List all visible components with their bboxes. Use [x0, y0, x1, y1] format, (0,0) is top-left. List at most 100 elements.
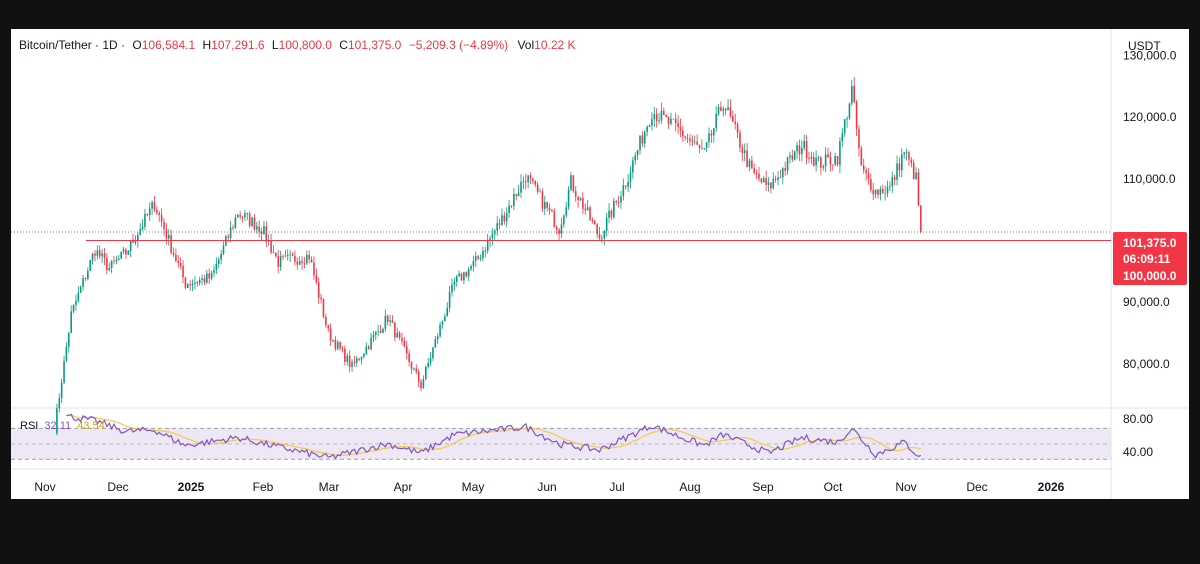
- candle-body: [470, 266, 472, 270]
- candle-body: [453, 281, 456, 285]
- candle-body: [551, 210, 553, 212]
- time-tick-label: Jul: [609, 480, 624, 494]
- open-label: O: [132, 38, 141, 52]
- candle-body: [120, 251, 122, 259]
- candle-body: [503, 215, 506, 222]
- time-tick-label: Dec: [107, 480, 128, 494]
- candle-body: [108, 268, 111, 271]
- candle-body: [589, 207, 591, 221]
- candle-body: [639, 135, 641, 150]
- candle-body: [582, 197, 584, 209]
- rsi-line: [66, 413, 922, 460]
- candle-body: [275, 252, 277, 257]
- candle-body: [584, 208, 587, 211]
- candle-body: [782, 168, 784, 178]
- candle-body: [798, 145, 801, 154]
- candle-body: [753, 168, 756, 173]
- candle-body: [144, 213, 146, 227]
- candle-body: [198, 279, 201, 283]
- candle-body: [834, 156, 836, 165]
- candle-body: [436, 336, 439, 340]
- candle-body: [215, 263, 218, 270]
- candle-body: [232, 227, 234, 229]
- candle-body: [308, 254, 310, 260]
- candle-body: [206, 273, 208, 283]
- candle-body: [134, 241, 137, 243]
- candle-body: [353, 361, 356, 363]
- candle-body: [148, 208, 151, 216]
- candle-body: [336, 341, 339, 349]
- candle-body: [68, 332, 70, 347]
- candle-body: [684, 136, 687, 138]
- candle-body: [346, 355, 349, 363]
- candle-body: [724, 108, 727, 111]
- candle-body: [334, 339, 337, 349]
- candle-body: [179, 263, 182, 266]
- candle-body: [891, 177, 894, 187]
- candle-body: [720, 107, 722, 111]
- candle-body: [425, 366, 427, 380]
- last-price-value: 101,375.0: [1123, 236, 1177, 250]
- candle-body: [508, 205, 510, 214]
- candle-body: [432, 347, 434, 358]
- candle-body: [622, 185, 625, 197]
- price-axis[interactable]: 130,000.0 120,000.0 110,000.0 90,000.0 8…: [1123, 49, 1177, 371]
- candle-body: [739, 132, 741, 148]
- time-tick-label: Mar: [319, 480, 340, 494]
- time-tick-label: Dec: [966, 480, 987, 494]
- candle-body: [153, 202, 156, 210]
- chart-frame: Bitcoin/Tether · 1D · O106,584.1 H107,29…: [11, 29, 1189, 499]
- candle-body: [634, 155, 637, 161]
- candle-body: [541, 191, 544, 209]
- candle-body: [758, 173, 760, 179]
- candle-countdown: 06:09:11: [1123, 252, 1171, 266]
- candle-body: [486, 240, 489, 251]
- candle-body: [527, 175, 529, 183]
- candle-body: [572, 175, 575, 192]
- candle-body: [705, 142, 708, 149]
- candle-body: [672, 118, 675, 120]
- candle-body: [841, 133, 844, 142]
- candle-body: [646, 126, 648, 132]
- volume-value: 10.22 K: [534, 38, 575, 52]
- candle-body: [741, 147, 744, 154]
- candle-body: [544, 201, 546, 209]
- time-tick-label: May: [462, 480, 485, 494]
- candle-body: [220, 253, 222, 260]
- candle-body: [843, 119, 846, 134]
- candle-body: [246, 213, 249, 215]
- candle-body: [429, 357, 432, 363]
- candle-body: [417, 371, 420, 382]
- candle-body: [439, 324, 441, 337]
- candle-body: [660, 110, 663, 121]
- candle-body: [182, 265, 184, 278]
- candle-body: [736, 124, 739, 133]
- candle-body: [743, 150, 746, 154]
- candle-body: [643, 131, 646, 144]
- candle-body: [251, 217, 253, 226]
- low-label: L: [272, 38, 279, 52]
- time-axis[interactable]: Nov Dec 2025 Feb Mar Apr May Jun Jul Aug…: [34, 480, 1064, 494]
- candle-body: [701, 147, 703, 149]
- candle-body: [358, 358, 360, 360]
- candle-body: [187, 284, 189, 288]
- candle-body: [234, 217, 237, 228]
- candle-body: [125, 249, 127, 255]
- candle-body: [474, 256, 477, 261]
- candle-body: [915, 172, 917, 180]
- candle-body: [167, 234, 170, 239]
- candle-body: [467, 269, 470, 277]
- candle-body: [655, 114, 658, 122]
- candle-body: [534, 180, 537, 185]
- candle-body: [812, 157, 815, 166]
- price-chart[interactable]: Bitcoin/Tether · 1D · O106,584.1 H107,29…: [11, 29, 1189, 499]
- candle-body: [344, 348, 346, 363]
- candle-body: [122, 249, 125, 252]
- candle-body: [579, 197, 582, 201]
- price-tick-label: 80,000.0: [1123, 357, 1170, 371]
- candle-body: [379, 330, 382, 333]
- candle-body: [94, 253, 96, 256]
- candle-body: [489, 238, 491, 241]
- candle-body: [365, 346, 368, 354]
- candle-body: [910, 159, 913, 164]
